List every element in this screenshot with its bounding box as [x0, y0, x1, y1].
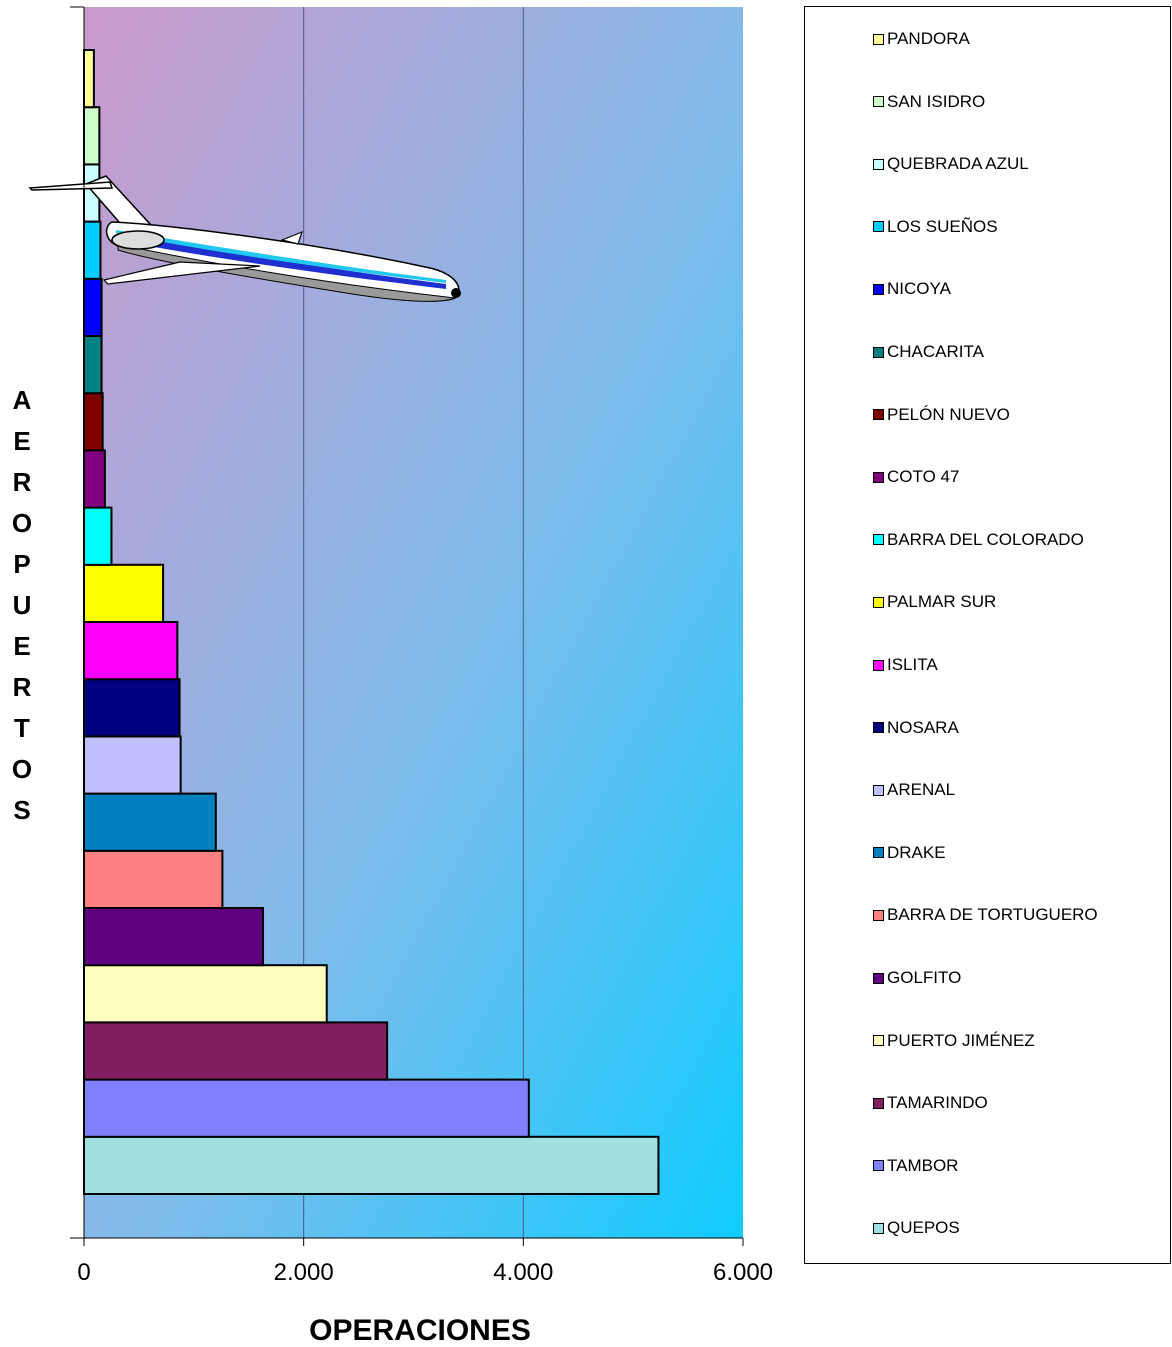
- legend-label: BARRA DEL COLORADO: [887, 529, 1084, 549]
- bar-palmar-sur: [83, 563, 165, 623]
- legend-label: QUEBRADA AZUL: [887, 154, 1029, 174]
- bar-pel-n-nuevo: [83, 392, 104, 452]
- legend-swatch: [873, 409, 884, 421]
- legend-item: PUERTO JIMÉNEZ: [873, 1031, 1035, 1051]
- legend: PANDORA SAN ISIDRO QUEBRADA AZUL LOS SUEÑOS…: [804, 6, 1171, 1264]
- legend-item: TAMARINDO: [873, 1093, 988, 1113]
- legend-item: TAMBOR: [873, 1156, 958, 1176]
- legend-swatch: [873, 596, 884, 608]
- legend-label: PANDORA: [887, 29, 970, 48]
- bar-nosara: [83, 678, 181, 738]
- legend-item: NOSARA: [873, 718, 959, 738]
- legend-swatch: [873, 722, 884, 734]
- legend-swatch: [873, 33, 884, 45]
- bar-islita: [83, 621, 179, 681]
- legend-swatch: [873, 1160, 884, 1172]
- legend-label: GOLFITO: [887, 968, 962, 987]
- legend-item: QUEPOS: [873, 1218, 960, 1238]
- legend-swatch: [873, 659, 884, 671]
- legend-item: ISLITA: [873, 655, 938, 675]
- legend-label: PUERTO JIMÉNEZ: [887, 1030, 1035, 1050]
- legend-swatch: [873, 534, 884, 546]
- legend-item: LOS SUEÑOS: [873, 217, 998, 237]
- bar-drake: [83, 792, 217, 852]
- legend-item: NICOYA: [873, 279, 951, 299]
- bar-golfito: [83, 907, 265, 967]
- legend-swatch: [873, 471, 884, 483]
- legend-item: COTO 47: [873, 467, 959, 487]
- legend-label: DRAKE: [887, 842, 946, 862]
- legend-swatch: [873, 847, 884, 859]
- legend-swatch: [873, 1097, 884, 1109]
- bar-nicoya: [83, 277, 103, 337]
- bar-barra-del-colorado: [83, 506, 113, 566]
- legend-swatch: [873, 96, 884, 108]
- legend-item: BARRA DEL COLORADO: [873, 530, 1084, 550]
- legend-label: QUEPOS: [887, 1218, 960, 1238]
- x-tick-label: 6.000: [713, 1259, 773, 1286]
- legend-label: LOS SUEÑOS: [887, 216, 998, 236]
- legend-swatch: [873, 1222, 884, 1234]
- legend-label: TAMARINDO: [887, 1093, 988, 1113]
- legend-label: BARRA DE TORTUGUERO: [887, 905, 1098, 925]
- legend-label: COTO 47: [887, 467, 960, 487]
- legend-item: BARRA DE TORTUGUERO: [873, 905, 1098, 925]
- legend-item: PALMAR SUR: [873, 592, 996, 612]
- bar-quepos: [83, 1135, 660, 1196]
- legend-swatch: [873, 972, 884, 984]
- legend-item: PELÓN NUEVO: [873, 405, 1010, 425]
- legend-item: SAN ISIDRO: [873, 92, 985, 112]
- x-axis-title: OPERACIONES: [309, 1314, 531, 1347]
- bar-coto-47: [83, 449, 106, 509]
- legend-item: DRAKE: [873, 843, 946, 863]
- legend-label: NOSARA: [887, 717, 959, 737]
- legend-item: PANDORA: [873, 29, 970, 49]
- axes: [70, 6, 743, 1239]
- legend-item: GOLFITO: [873, 968, 961, 988]
- legend-item: ARENAL: [873, 780, 955, 800]
- bar-tambor: [83, 1078, 530, 1138]
- legend-swatch: [873, 784, 884, 796]
- x-tick-label: 0: [77, 1259, 90, 1286]
- y-axis-title: AEROPUERTOS: [11, 385, 33, 825]
- x-tick-label: 4.000: [493, 1259, 553, 1286]
- bar-puerto-jim-nez: [83, 964, 328, 1024]
- x-ticks: 0 2.000 4.000 6.000: [77, 1238, 773, 1286]
- x-tick-label: 2.000: [274, 1259, 334, 1286]
- legend-swatch: [873, 1035, 884, 1047]
- legend-swatch: [873, 346, 884, 358]
- legend-label: PALMAR SUR: [887, 592, 997, 612]
- bar-chacarita: [83, 335, 103, 395]
- bar-arenal: [83, 735, 182, 795]
- legend-label: ARENAL: [887, 780, 956, 800]
- bar-tamarindo: [83, 1021, 389, 1081]
- legend-item: QUEBRADA AZUL: [873, 154, 1029, 174]
- legend-label: TAMBOR: [887, 1155, 959, 1175]
- legend-label: NICOYA: [887, 279, 951, 299]
- legend-label: ISLITA: [887, 655, 938, 674]
- legend-label: PELÓN NUEVO: [887, 404, 1010, 424]
- bar-san-isidro: [83, 106, 101, 166]
- legend-swatch: [873, 283, 884, 295]
- legend-label: SAN ISIDRO: [887, 91, 986, 111]
- legend-swatch: [873, 221, 884, 233]
- airplane-illustration: [28, 175, 461, 302]
- bar-pandora: [83, 49, 95, 109]
- bar-los-sue-os: [83, 220, 102, 280]
- legend-swatch: [873, 158, 884, 170]
- bar-barra-de-tortuguero: [83, 849, 224, 909]
- legend-label: CHACARITA: [887, 342, 984, 361]
- legend-item: CHACARITA: [873, 342, 984, 362]
- legend-swatch: [873, 909, 884, 921]
